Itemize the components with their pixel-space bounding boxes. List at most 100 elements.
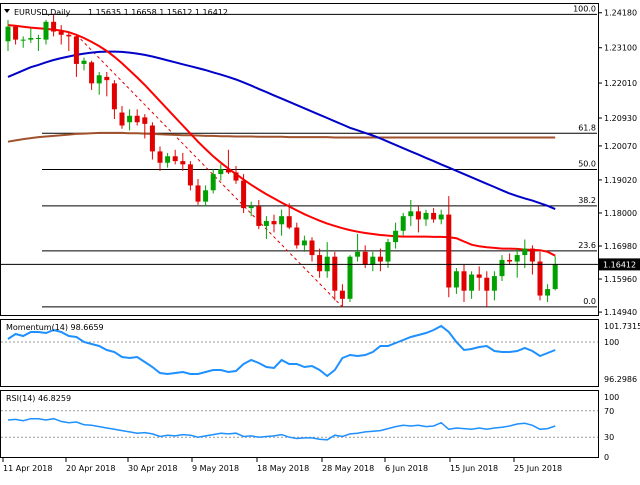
candle-body xyxy=(195,185,201,202)
fib-label-0.0: 0.0 xyxy=(583,297,596,306)
price-axis: 1.24180 1.23100 1.22010 1.20930 1.20070 1.190… xyxy=(1,9,640,317)
time-tick-label: 20 Apr 2018 xyxy=(66,464,115,473)
candle-body xyxy=(20,39,26,41)
candle-body xyxy=(332,256,338,291)
ma-slow-line xyxy=(7,50,556,211)
candle-body xyxy=(309,240,315,256)
candle-body xyxy=(529,248,535,262)
candle-body xyxy=(43,21,49,40)
candle-body xyxy=(225,169,231,173)
rsi-panel xyxy=(0,390,599,458)
candle-body xyxy=(408,211,414,217)
momentum-panel xyxy=(0,319,599,387)
ohlc-label: 1.15635 1.16658 1.15612 1.16412 xyxy=(88,8,228,17)
candle-body xyxy=(469,274,475,291)
rsi-title: RSI(14) 46.8259 xyxy=(6,394,71,403)
price-tick-label: 1.23100 xyxy=(604,44,637,53)
candle-body xyxy=(13,26,19,40)
candle-body xyxy=(81,60,87,64)
candle-body xyxy=(415,211,421,220)
price-tick-label: 1.24180 xyxy=(604,9,637,18)
candle-body xyxy=(263,221,269,226)
time-tick-label: 11 Apr 2018 xyxy=(3,464,52,473)
momentum-tick-label: 101.7315 xyxy=(604,322,640,331)
candle-body xyxy=(233,172,239,181)
price-tick-label: 1.22010 xyxy=(604,79,637,88)
fib-label-50.0: 50.0 xyxy=(578,160,596,169)
price-tick-label: 1.15960 xyxy=(604,275,637,284)
momentum-title: Momentum(14) 98.6659 xyxy=(6,323,104,332)
candle-body xyxy=(241,180,247,209)
fib-label-61.8: 61.8 xyxy=(578,123,596,132)
rsi-tick-label: 100 xyxy=(604,393,619,402)
candle-body xyxy=(142,117,148,124)
time-tick-label: 28 May 2018 xyxy=(322,464,374,473)
candle-body xyxy=(362,251,368,265)
candle-body xyxy=(119,112,125,126)
candle-body xyxy=(476,274,482,278)
chart-header: EURUSD,Daily 1.15635 1.16658 1.15612 1.1… xyxy=(4,8,228,17)
candle-body xyxy=(385,242,391,262)
price-tick-label: 1.14940 xyxy=(604,308,637,317)
momentum-tick-label: 96.2986 xyxy=(604,375,637,384)
candle-body xyxy=(377,256,383,262)
rsi-tick-label: 30 xyxy=(604,433,614,442)
candle-body xyxy=(339,290,345,299)
candle-body xyxy=(134,115,140,123)
candle-body xyxy=(355,251,361,257)
collapse-triangle-icon[interactable] xyxy=(4,9,10,13)
rsi-indicator: 100 70 30 0 xyxy=(1,393,619,462)
candle-body xyxy=(66,34,72,37)
price-tick-label: 1.19020 xyxy=(604,176,637,185)
candle-body xyxy=(218,169,224,175)
candle-body xyxy=(279,216,285,225)
ma-fast-line xyxy=(7,24,556,257)
ma-long-line xyxy=(7,131,556,143)
candle-body xyxy=(522,248,528,256)
candle-body xyxy=(51,21,57,32)
candle-body xyxy=(461,271,467,291)
time-tick-label: 25 Jun 2018 xyxy=(514,464,562,473)
current-price-box xyxy=(599,258,640,271)
fib-label-38.2: 38.2 xyxy=(578,196,596,205)
candle-body xyxy=(438,214,444,220)
candle-body xyxy=(499,259,505,277)
time-tick-label: 6 Jun 2018 xyxy=(385,464,428,473)
candle-body xyxy=(248,206,254,209)
candle-body xyxy=(35,38,41,40)
candle-body xyxy=(149,125,155,152)
rsi-tick-label: 70 xyxy=(604,407,614,416)
price-tick-label: 1.20070 xyxy=(604,142,637,151)
candle-body xyxy=(89,62,95,84)
candle-body xyxy=(210,174,216,191)
time-tick-label: 15 Jun 2018 xyxy=(450,464,498,473)
momentum-line xyxy=(7,324,556,378)
candle-body xyxy=(453,271,459,288)
candle-body xyxy=(431,212,437,220)
fib-label-100.0: 100.0 xyxy=(573,4,596,13)
candle-body xyxy=(347,256,353,299)
candle-body xyxy=(317,255,323,272)
candle-body xyxy=(294,227,300,246)
current-price-label: 1.16412 xyxy=(603,260,636,269)
candle-body xyxy=(446,214,452,288)
candle-body xyxy=(96,75,102,84)
moving-averages xyxy=(7,24,556,257)
candle-body xyxy=(127,115,133,123)
price-tick-label: 1.18000 xyxy=(604,209,637,218)
candle-body xyxy=(393,230,399,243)
candle-body xyxy=(187,164,193,186)
candle-body xyxy=(507,259,513,262)
candle-body xyxy=(370,256,376,265)
momentum-tick-label: 100 xyxy=(604,338,619,347)
candle-body xyxy=(203,190,209,202)
candle-body xyxy=(301,240,307,246)
candle-body xyxy=(545,289,551,296)
price-tick-label: 1.20930 xyxy=(604,114,637,123)
candle-body xyxy=(73,36,79,64)
candle-body xyxy=(165,156,171,163)
rsi-tick-label: 0 xyxy=(604,453,609,462)
main-panel xyxy=(0,3,599,316)
candle-body xyxy=(491,276,497,291)
